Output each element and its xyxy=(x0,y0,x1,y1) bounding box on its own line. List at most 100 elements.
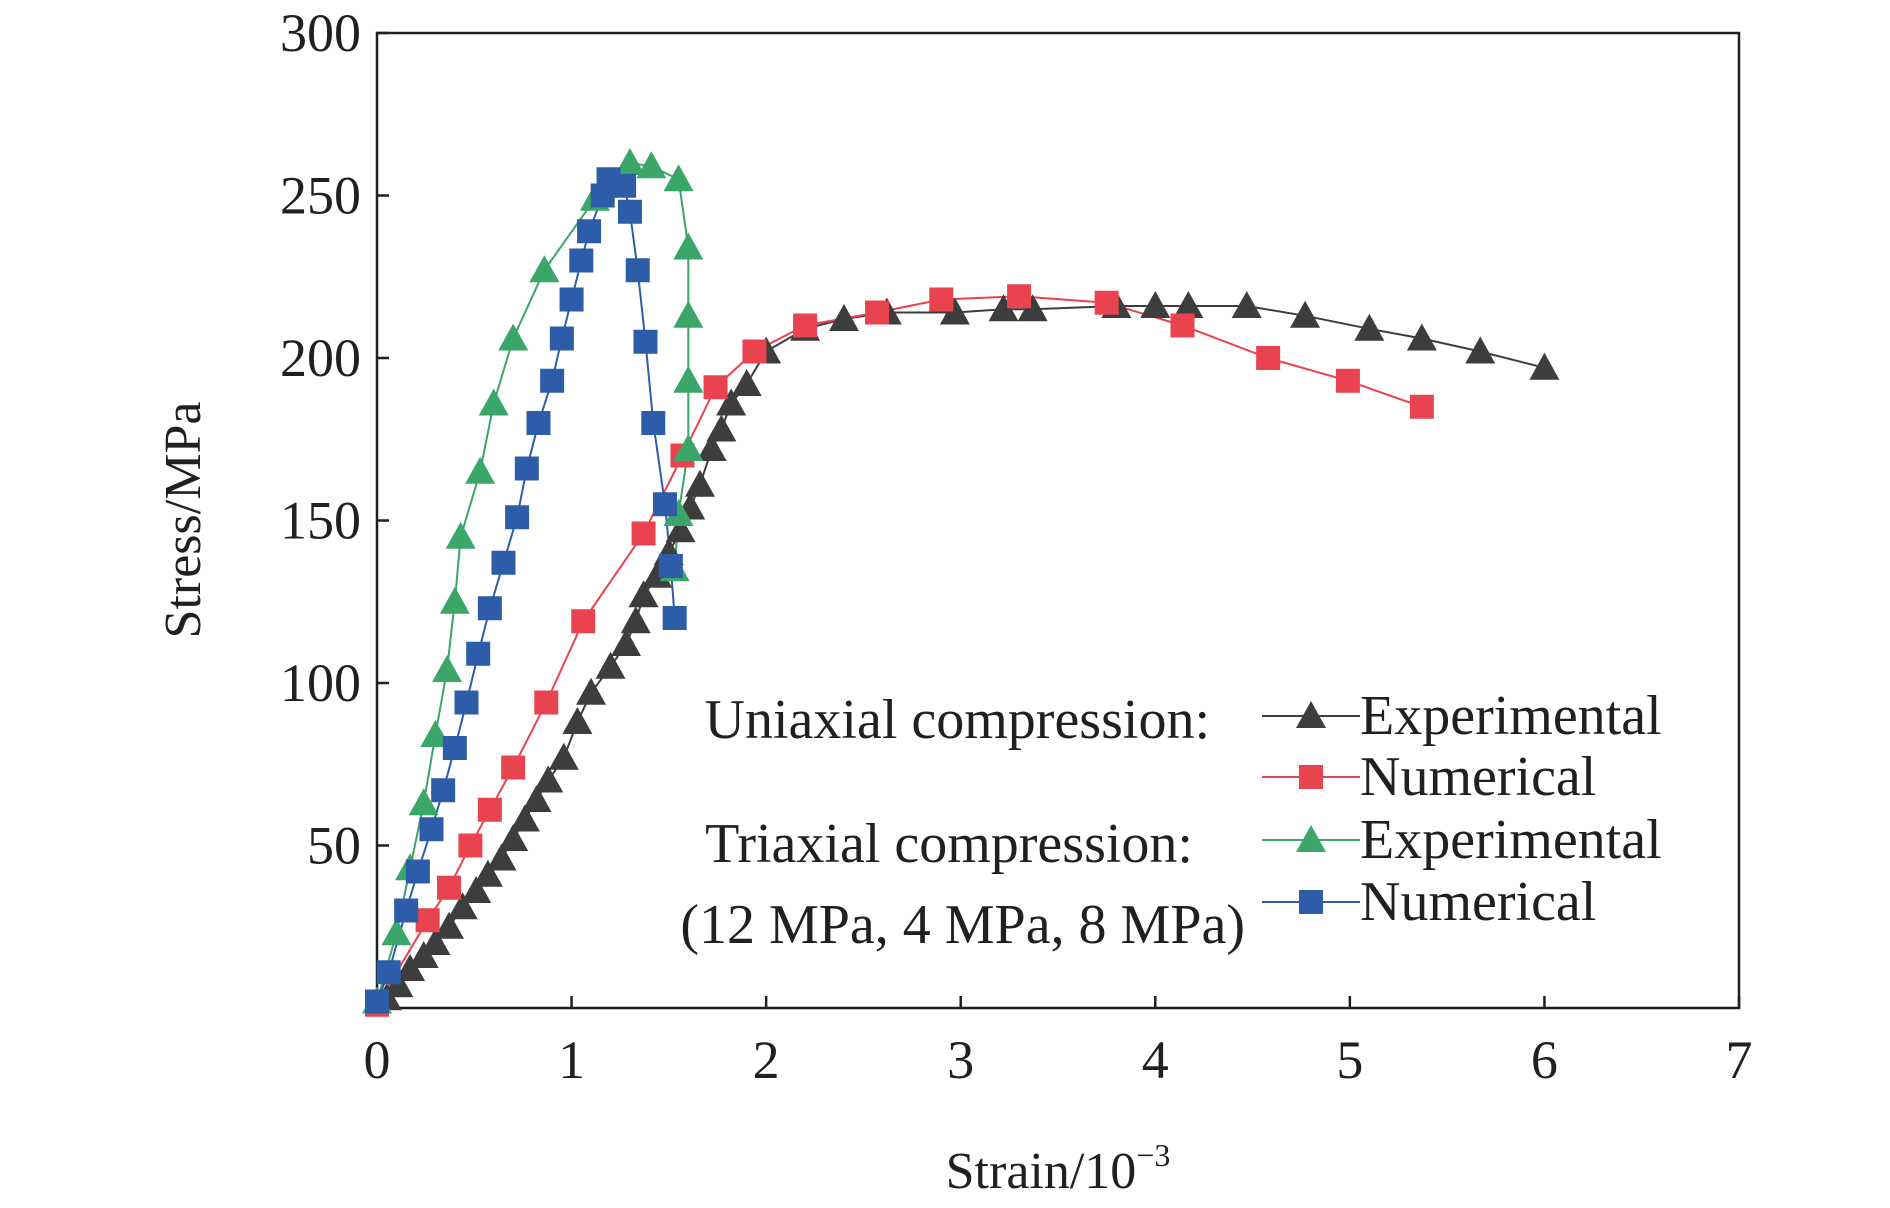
data-point-series-2 xyxy=(673,300,704,328)
data-point-series-2 xyxy=(663,164,694,192)
data-point-series-0 xyxy=(706,414,737,442)
data-point-series-0 xyxy=(1017,294,1048,322)
data-point-series-1 xyxy=(571,609,596,634)
legend-key-marker-2 xyxy=(1296,825,1326,852)
data-point-series-0 xyxy=(828,304,859,331)
data-point-series-1 xyxy=(742,339,767,364)
data-point-series-1 xyxy=(793,313,818,338)
data-point-series-0 xyxy=(576,677,607,705)
data-point-series-3 xyxy=(577,219,602,244)
data-point-series-3 xyxy=(514,456,539,481)
legend-group-label-triaxial: Triaxial compression: xyxy=(705,813,1193,875)
data-point-series-0 xyxy=(533,765,564,793)
data-point-series-3 xyxy=(405,859,430,884)
data-point-series-0 xyxy=(548,742,579,770)
data-point-series-2 xyxy=(478,388,509,416)
data-point-series-3 xyxy=(662,606,687,630)
data-point-series-0 xyxy=(684,469,715,497)
legend: Uniaxial compression: Triaxial compressi… xyxy=(680,685,1661,956)
x-axis-title-exponent: −3 xyxy=(1136,1137,1170,1173)
legend-entry-uniaxial-experimental: Experimental xyxy=(1360,685,1662,747)
data-point-series-0 xyxy=(696,434,727,461)
data-point-series-2 xyxy=(673,365,704,393)
data-point-series-0 xyxy=(939,297,970,325)
data-point-series-2 xyxy=(381,918,412,946)
legend-key-marker-3 xyxy=(1299,890,1323,914)
data-point-series-1 xyxy=(865,300,890,325)
data-point-series-0 xyxy=(988,294,1019,322)
data-point-series-0 xyxy=(420,928,451,955)
data-point-series-1 xyxy=(1409,394,1434,419)
data-point-series-1 xyxy=(458,833,483,858)
x-tick-label: 7 xyxy=(1726,1030,1753,1090)
y-tick-label: 250 xyxy=(280,166,361,226)
x-tick-label: 2 xyxy=(753,1030,780,1090)
data-point-series-3 xyxy=(559,287,584,312)
data-point-series-0 xyxy=(665,515,696,543)
data-point-series-3 xyxy=(617,199,642,224)
data-point-series-0 xyxy=(461,876,492,903)
data-point-series-0 xyxy=(447,892,478,920)
data-point-series-0 xyxy=(1173,291,1204,318)
legend-group-label-uniaxial: Uniaxial compression: xyxy=(705,689,1210,751)
data-point-series-1 xyxy=(929,287,954,312)
data-point-series-1 xyxy=(631,521,656,546)
data-point-series-2 xyxy=(465,456,496,484)
data-point-series-0 xyxy=(1465,336,1496,364)
data-point-series-2 xyxy=(445,521,476,549)
data-point-series-2 xyxy=(408,788,439,816)
data-point-series-2 xyxy=(673,232,704,260)
data-point-series-3 xyxy=(526,411,551,435)
data-point-series-0 xyxy=(472,859,503,887)
legend-key-marker-1 xyxy=(1299,765,1323,789)
data-point-series-3 xyxy=(505,505,530,530)
data-point-series-3 xyxy=(442,736,467,760)
data-point-series-0 xyxy=(521,785,552,812)
data-point-series-2 xyxy=(439,586,470,614)
data-point-series-3 xyxy=(652,492,677,517)
data-point-series-1 xyxy=(534,690,559,715)
data-point-series-3 xyxy=(419,817,444,842)
data-point-series-0 xyxy=(620,606,651,634)
data-point-series-2 xyxy=(663,499,694,526)
data-point-series-3 xyxy=(394,898,419,923)
data-point-series-1 xyxy=(1007,284,1032,309)
legend-entry-uniaxial-numerical: Numerical xyxy=(1360,746,1596,808)
x-tick-label: 4 xyxy=(1142,1030,1169,1090)
y-tick-label: 100 xyxy=(280,653,361,713)
y-tick-label: 50 xyxy=(307,816,361,876)
y-tick-label: 300 xyxy=(280,3,361,63)
data-point-series-3 xyxy=(454,690,479,715)
x-tick-label: 3 xyxy=(947,1030,974,1090)
data-point-series-2 xyxy=(614,148,645,175)
data-point-series-3 xyxy=(549,326,574,351)
y-tick-label: 150 xyxy=(280,491,361,551)
data-point-series-0 xyxy=(562,707,593,734)
data-point-series-3 xyxy=(431,778,456,803)
y-tick-labels: 50 100 150 200 250 300 xyxy=(280,3,361,876)
data-point-series-1 xyxy=(501,755,526,780)
data-point-series-2 xyxy=(529,255,560,283)
series-line-2 xyxy=(376,161,690,1002)
y-axis-title: Stress/MPa xyxy=(155,402,212,639)
data-point-series-3 xyxy=(376,960,401,985)
data-point-series-3 xyxy=(658,554,683,578)
data-point-series-1 xyxy=(415,908,440,933)
data-point-series-1 xyxy=(1170,313,1195,338)
data-point-series-0 xyxy=(498,824,529,851)
data-point-series-0 xyxy=(1406,323,1437,351)
data-point-series-1 xyxy=(1094,290,1119,315)
data-point-series-3 xyxy=(365,989,389,1014)
data-point-series-0 xyxy=(595,651,626,679)
data-point-series-3 xyxy=(569,248,594,273)
legend-entry-triaxial-experimental: Experimental xyxy=(1360,809,1662,871)
data-point-series-2 xyxy=(673,434,704,461)
data-point-series-0 xyxy=(731,369,762,396)
data-point-series-0 xyxy=(486,843,517,871)
data-point-series-1 xyxy=(1256,346,1281,370)
data-point-series-0 xyxy=(509,804,540,832)
data-point-series-2 xyxy=(432,655,463,682)
data-point-series-0 xyxy=(611,629,642,656)
data-point-series-3 xyxy=(540,368,565,393)
axis-ticks xyxy=(375,31,1741,1008)
